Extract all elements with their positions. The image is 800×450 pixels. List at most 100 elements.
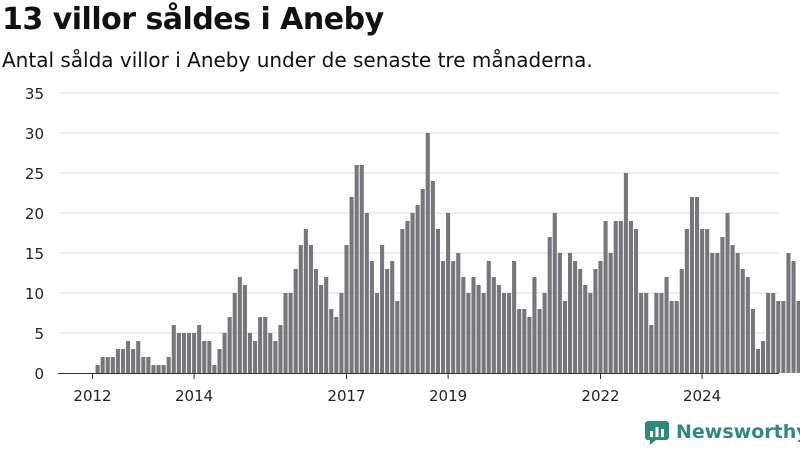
bar (303, 229, 308, 373)
bar (710, 253, 715, 373)
brand-name: Newsworthy (676, 421, 800, 443)
bar (283, 293, 288, 373)
bar (385, 269, 390, 373)
bar (674, 301, 679, 373)
bar (319, 285, 324, 373)
bar (623, 173, 628, 373)
bar (339, 293, 344, 373)
x-tick-label: 2019 (429, 387, 467, 405)
x-tick-label: 2017 (327, 387, 365, 405)
bar (557, 253, 562, 373)
bar (359, 165, 364, 373)
bar (639, 293, 644, 373)
y-tick-label: 25 (25, 165, 44, 183)
bar (776, 301, 781, 373)
bar (247, 333, 253, 373)
bar (750, 309, 755, 373)
newsworthy-logo-icon (645, 421, 669, 445)
bar (288, 293, 293, 373)
y-tick-label: 15 (25, 245, 44, 263)
y-tick-label: 10 (25, 285, 44, 303)
bar (613, 221, 618, 373)
bar (720, 237, 725, 373)
bar (369, 261, 374, 373)
y-tick-label: 30 (25, 125, 44, 143)
bar (791, 261, 796, 373)
chart-subtitle: Antal sålda villor i Aneby under de sena… (2, 48, 593, 72)
bar (171, 325, 176, 373)
chart-title: 13 villor såldes i Aneby (2, 2, 384, 37)
bar (313, 269, 319, 373)
bar (222, 333, 227, 373)
bar (141, 357, 146, 373)
bar (308, 245, 313, 373)
bar (176, 333, 181, 373)
bar (435, 229, 440, 373)
bar (136, 341, 141, 373)
bar (659, 293, 664, 373)
bar (420, 189, 425, 373)
bar (100, 357, 105, 373)
bar (491, 277, 496, 373)
bar (268, 333, 273, 373)
x-tick-label: 2024 (683, 387, 721, 405)
bar (669, 301, 674, 373)
bar (110, 357, 115, 373)
bar (689, 197, 694, 373)
bar (95, 365, 100, 373)
bar (562, 301, 567, 373)
bar (684, 229, 689, 373)
bar (156, 365, 161, 373)
bar (786, 253, 791, 373)
bar (293, 269, 298, 373)
bar (181, 333, 186, 373)
bar (598, 261, 603, 373)
bar (344, 245, 349, 373)
bar (197, 325, 202, 373)
bar (735, 253, 740, 373)
bar (486, 261, 491, 373)
bar (771, 293, 776, 373)
x-tick-label: 2014 (175, 387, 213, 405)
bar (700, 229, 705, 373)
bar (451, 261, 456, 373)
bar (115, 349, 120, 373)
bar (237, 277, 242, 373)
bar (324, 277, 329, 373)
bar (583, 285, 588, 373)
bar (634, 229, 639, 373)
bar (207, 341, 212, 373)
bar (415, 205, 420, 373)
bar (242, 285, 247, 373)
bar (461, 277, 466, 373)
bar (263, 317, 268, 373)
bar (380, 245, 385, 373)
bar (517, 309, 522, 373)
bar (588, 293, 593, 373)
bar (740, 269, 745, 373)
bar (532, 277, 537, 373)
bar (405, 221, 410, 373)
bar (202, 341, 207, 373)
bar (349, 197, 354, 373)
bar (628, 221, 634, 373)
bar (745, 277, 750, 373)
bar (649, 325, 654, 373)
bar (766, 293, 771, 373)
bar (192, 333, 197, 373)
bar (593, 269, 598, 373)
bar (105, 357, 110, 373)
bar (679, 269, 684, 373)
newsworthy-logo: Newsworthy (644, 419, 800, 445)
bar (547, 237, 552, 373)
bar (161, 365, 166, 373)
bar (507, 293, 512, 373)
bar (664, 277, 669, 373)
bar (131, 349, 136, 373)
bar (618, 221, 623, 373)
bar (527, 317, 532, 373)
bar (573, 261, 578, 373)
y-tick-label: 35 (25, 85, 44, 103)
bar (725, 213, 730, 373)
